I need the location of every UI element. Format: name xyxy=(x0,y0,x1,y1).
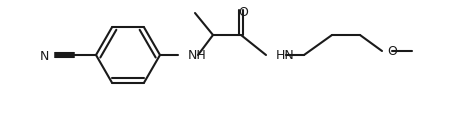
Text: NH: NH xyxy=(188,49,207,62)
Text: HN: HN xyxy=(276,49,295,62)
Text: O: O xyxy=(238,6,248,19)
Text: N: N xyxy=(40,49,49,62)
Text: O: O xyxy=(387,45,397,58)
